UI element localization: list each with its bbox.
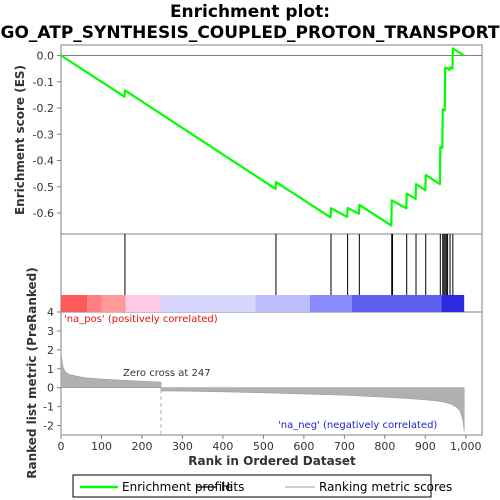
ranking-bar-segment [125, 295, 161, 312]
zero-cross-label: Zero cross at 247 [123, 368, 211, 379]
x-tick-label: 300 [172, 440, 193, 453]
neg-correlated-label: 'na_neg' (negatively correlated) [278, 420, 437, 431]
x-axis: 0 100 200 300 400 500 600 700 800 900 1,000 [58, 435, 482, 453]
es-curve [60, 47, 465, 227]
es-y-tick-label: -0.1 [33, 76, 54, 89]
ranking-bar-segment [101, 295, 126, 312]
metric-y-tick-label: 4 [47, 306, 54, 319]
x-tick-label: 700 [334, 440, 355, 453]
legend-label: Enrichment profile [122, 480, 233, 494]
metric-y-axis: 4 3 2 1 0 -1 -2 [43, 306, 61, 433]
hits-group [124, 234, 454, 295]
es-y-tick-label: -0.2 [33, 102, 54, 115]
es-y-axis-title: Enrichment score (ES) [13, 65, 27, 215]
x-tick-label: 500 [253, 440, 274, 453]
ranking-bar-segment [351, 295, 442, 312]
ranking-bar-segment [441, 295, 465, 312]
ranking-bar-segment [309, 295, 352, 312]
es-y-tick-label: 0.0 [37, 50, 55, 63]
es-y-tick-label: -0.6 [33, 207, 54, 220]
x-tick-label: 900 [415, 440, 436, 453]
ranking-color-bar [61, 295, 465, 312]
chart-title-line2: GO_ATP_SYNTHESIS_COUPLED_PROTON_TRANSPOR… [0, 23, 499, 43]
metric-y-tick-label: -2 [43, 420, 54, 433]
es-y-tick-label: -0.4 [33, 155, 54, 168]
legend-box [72, 474, 432, 498]
metric-y-tick-label: 0 [47, 382, 54, 395]
pos-correlated-label: 'na_pos' (positively correlated) [64, 314, 218, 325]
metric-area [60, 349, 465, 432]
ranking-bar-segment [61, 295, 88, 312]
x-tick-label: 100 [91, 440, 112, 453]
ranking-bar-segment [87, 295, 102, 312]
es-curve-group [60, 47, 465, 227]
x-axis-title: Rank in Ordered Dataset [188, 454, 356, 468]
x-tick-label: 400 [212, 440, 233, 453]
metric-y-tick-label: 3 [47, 325, 54, 338]
metric-y-tick-label: -1 [43, 401, 54, 414]
legend-label: Hits [221, 480, 244, 494]
ranking-bar-segment [160, 295, 256, 312]
es-y-tick-label: -0.3 [33, 128, 54, 141]
x-tick-label: 200 [131, 440, 152, 453]
legend-label: Ranking metric scores [319, 480, 452, 494]
x-tick-label: 0 [58, 440, 65, 453]
x-tick-label: 800 [374, 440, 395, 453]
es-panel-frame [60, 44, 483, 235]
x-tick-label: 1,000 [450, 440, 482, 453]
metric-area-group [60, 349, 465, 432]
es-y-axis: 0.0 -0.1 -0.2 -0.3 -0.4 -0.5 -0.6 [33, 50, 61, 220]
x-tick-label: 600 [293, 440, 314, 453]
ranking-bar-segment [255, 295, 310, 312]
es-y-tick-label: -0.5 [33, 181, 54, 194]
chart-title-line1: Enrichment plot: [170, 2, 330, 22]
metric-y-tick-label: 2 [47, 344, 54, 357]
metric-y-tick-label: 1 [47, 363, 54, 376]
metric-y-axis-title: Ranked list metric (PreRanked) [25, 267, 39, 479]
